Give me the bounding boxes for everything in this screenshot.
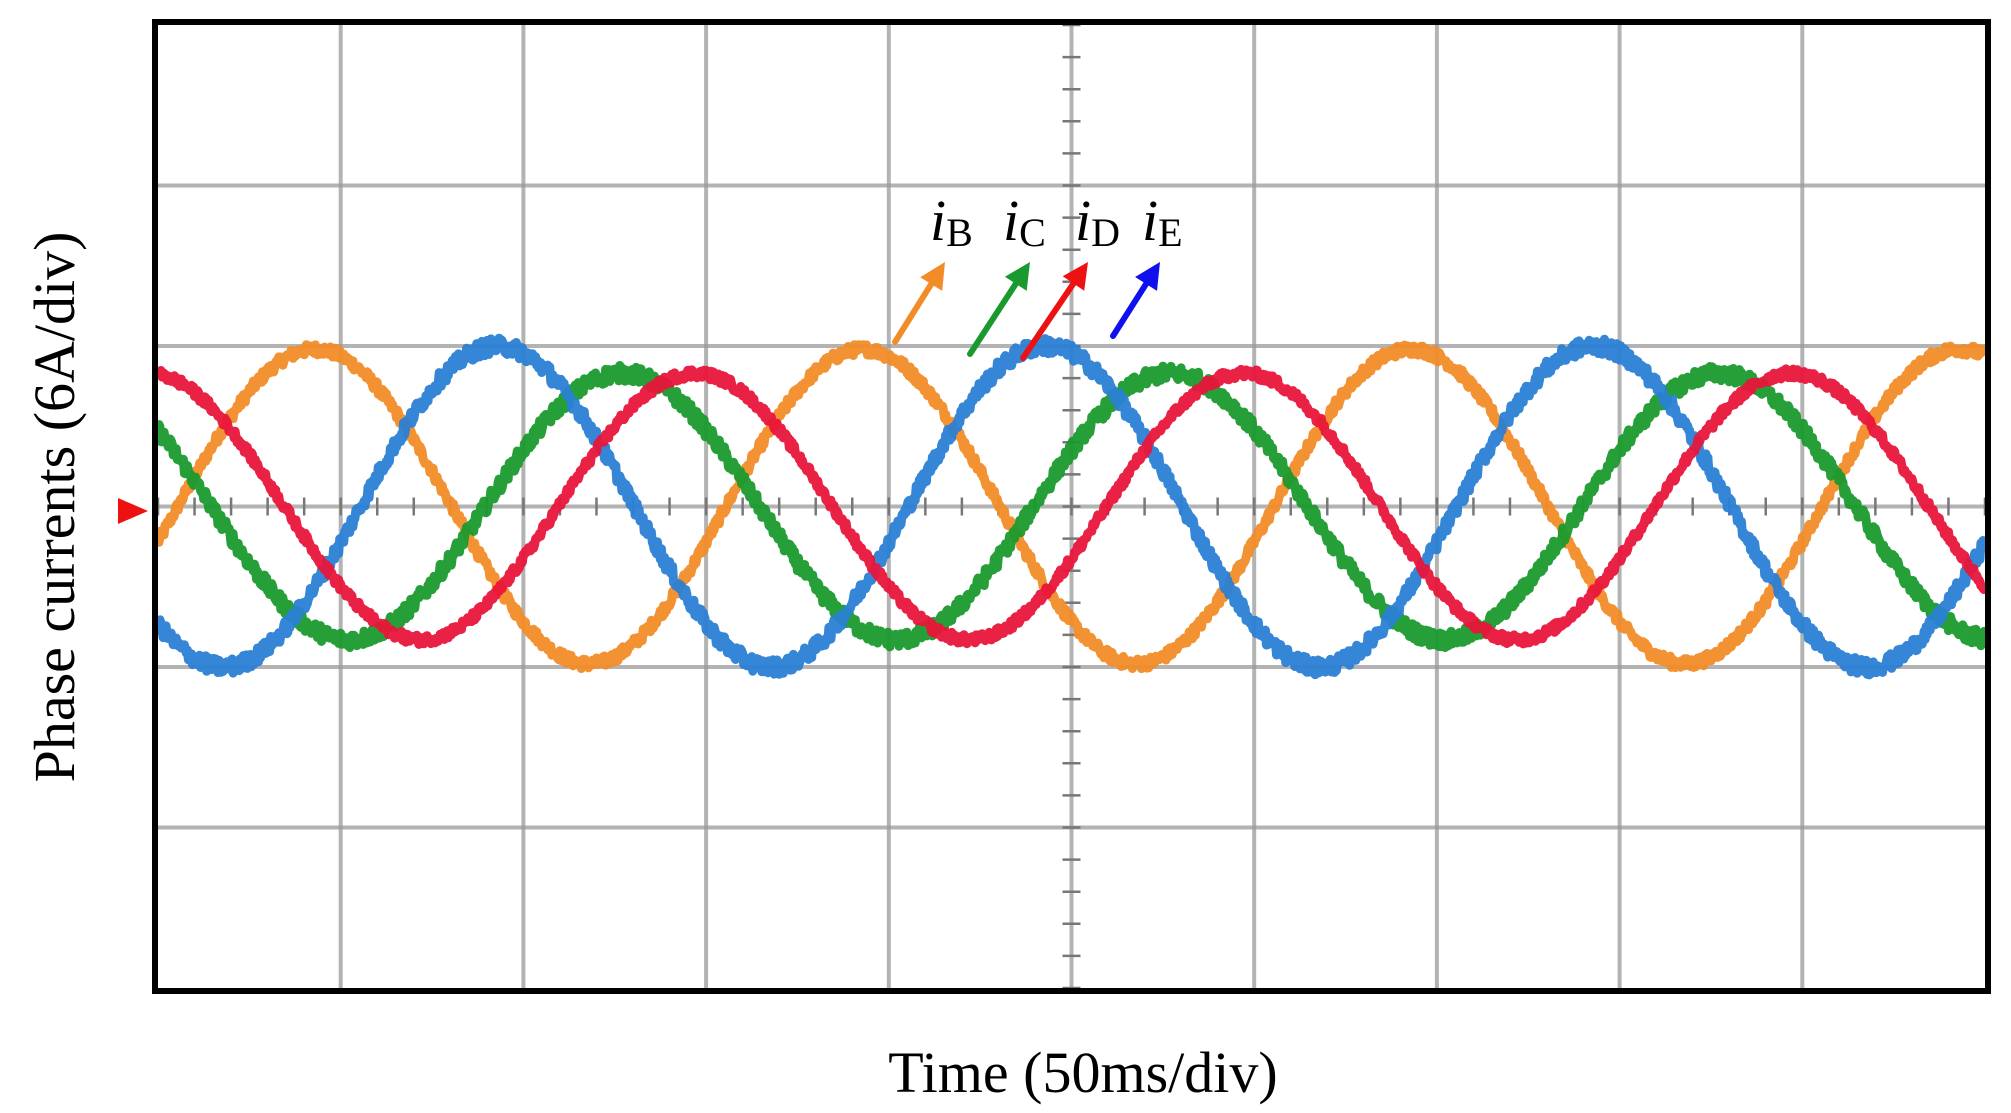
label-iE: iE	[1142, 188, 1183, 255]
trace-iC	[153, 361, 1990, 652]
arrow-head	[1135, 262, 1160, 291]
label-iD: iD	[1075, 188, 1120, 255]
ground-level-marker	[118, 498, 148, 524]
y-axis-title: Phase currents (6A/div)	[22, 232, 87, 783]
arrow-iE	[1110, 262, 1160, 339]
trace-arrows	[892, 262, 1160, 361]
trace-iD	[153, 364, 1989, 649]
label-iC: iC	[1003, 188, 1046, 255]
arrow-shaft	[892, 281, 935, 345]
trace-iE	[153, 333, 1990, 680]
arrow-iC	[967, 262, 1030, 357]
x-axis-title: Time (50ms/div)	[888, 1040, 1277, 1105]
arrow-iD	[1020, 262, 1088, 361]
arrow-head	[920, 262, 945, 291]
arrow-head	[1062, 262, 1088, 291]
arrow-shaft	[1020, 280, 1077, 361]
label-iB: iB	[930, 188, 973, 255]
trace-labels: iB iC iD iE	[930, 188, 1183, 255]
arrow-shaft	[967, 280, 1019, 357]
arrow-iB	[892, 262, 945, 345]
grid	[156, 23, 1987, 990]
arrow-shaft	[1110, 280, 1150, 339]
traces	[153, 333, 1990, 680]
trace-iB	[153, 340, 1990, 674]
arrow-head	[1004, 262, 1030, 291]
plot-frame	[152, 19, 1991, 994]
